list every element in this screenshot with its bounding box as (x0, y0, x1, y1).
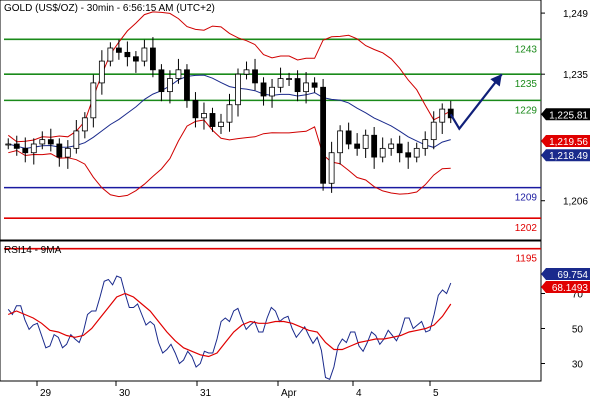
rsi-badge-signal (541, 281, 590, 293)
candle-body (286, 78, 292, 80)
candle-body (371, 134, 378, 158)
candle-body (439, 108, 446, 123)
candle-body (107, 47, 114, 62)
candle-body (252, 69, 258, 84)
candle-body (311, 82, 318, 88)
candle-body (201, 113, 207, 119)
x-axis-label: 29 (40, 388, 52, 399)
candle-body (269, 86, 275, 97)
candle-body (337, 130, 344, 154)
rsi-signal-line (7, 292, 452, 358)
price-badge-bb (541, 135, 590, 148)
price-axis-label: 1,206 (563, 197, 588, 208)
candle-body (30, 143, 37, 154)
candle-body (396, 143, 403, 154)
price-badge-last (541, 108, 590, 121)
price-axis-label: 1,249 (563, 9, 588, 20)
level-label: 1229 (515, 105, 538, 116)
axis-layer: 1,249 1,235 1,206 1,225.81 1,219.56 1,218.49 7… (36, 9, 590, 399)
candle-body (73, 130, 80, 149)
candle-body (294, 78, 301, 93)
candle-body (47, 139, 54, 145)
candle-body (150, 47, 156, 71)
candle-body (226, 104, 233, 123)
candle-body (39, 139, 46, 145)
candle-body (354, 143, 361, 149)
candle-body (184, 69, 190, 101)
rsi-badge-label: 68.1493 (552, 283, 589, 294)
price-badge-label: 1,225.81 (549, 110, 588, 121)
candle-body (422, 139, 429, 149)
x-axis-label: 31 (200, 388, 212, 399)
projection-arrow-head (490, 74, 502, 87)
rsi-axis-label: 70 (572, 290, 584, 301)
candle-body (260, 82, 267, 97)
candle-body (158, 69, 165, 93)
candle-body (5, 143, 12, 146)
candle-body (362, 134, 369, 149)
candle-body (132, 56, 139, 62)
candle-body (218, 121, 224, 127)
candle-body (277, 78, 284, 88)
candle-body (124, 51, 131, 58)
candle-body (22, 147, 29, 154)
candle-body (303, 82, 309, 93)
rsi-panel-frame (0, 240, 542, 382)
price-panel-frame (0, 0, 542, 241)
projection-arrow (449, 73, 503, 131)
level-label: 1235 (515, 79, 538, 90)
candle-body (56, 143, 63, 158)
rsi-axis-label: 30 (572, 360, 584, 371)
price-layer: 1243 1235 1229 1209 1202 1195 (4, 11, 541, 265)
candle-body (405, 152, 412, 158)
rsi-badge-label: 69.754 (557, 270, 588, 281)
price-badge-ma (541, 149, 590, 162)
candle-body (320, 86, 327, 184)
candle-body (243, 69, 250, 75)
candle-body (90, 82, 97, 119)
price-badge-label: 1,218.49 (549, 151, 588, 162)
rsi-panel-title: RSI14 - 9MA (4, 245, 62, 256)
x-axis-label: 30 (119, 388, 131, 399)
candle-body (13, 143, 20, 149)
candle-body (209, 113, 216, 127)
candle-body (413, 147, 420, 158)
moving-average-line (8, 74, 451, 149)
rsi-badge-rsi (541, 268, 590, 280)
candle-body (81, 117, 88, 132)
candle-body (115, 47, 122, 53)
x-axis-label: 5 (433, 388, 439, 399)
rsi-axis-label: 50 (572, 325, 584, 336)
candle-body (447, 108, 454, 119)
candle-body (379, 147, 386, 158)
level-label: 1243 (515, 44, 538, 55)
rsi-layer (7, 275, 452, 380)
candle-body (388, 143, 395, 149)
candle-body (192, 99, 199, 119)
candle-body (345, 130, 352, 145)
bollinger-lower (8, 119, 451, 198)
x-axis-label: 4 (356, 388, 362, 399)
price-axis-label: 1,235 (563, 70, 588, 81)
candle-body (141, 47, 148, 62)
candle-body (328, 152, 335, 184)
level-label: 1202 (515, 223, 538, 234)
price-panel-title: GOLD (US$/OZ) - 30min - 6:56:15 AM (UTC+… (4, 3, 215, 14)
candle-body (175, 69, 182, 79)
x-axis-label: Apr (281, 388, 297, 399)
candle-body (98, 60, 105, 84)
candle-body (430, 121, 437, 141)
level-label: 1209 (515, 193, 538, 204)
candle-body (167, 78, 173, 93)
price-badge-label: 1,219.56 (549, 137, 588, 148)
level-label: 1195 (515, 254, 537, 265)
candle-body (235, 73, 241, 106)
candle-body (64, 147, 71, 158)
